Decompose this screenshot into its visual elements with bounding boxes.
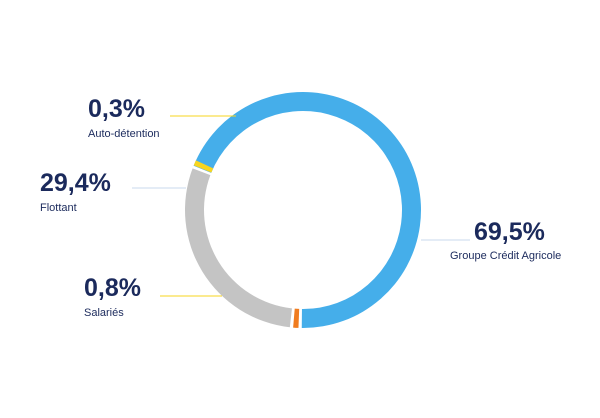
slice-label-flottant: Flottant — [40, 202, 77, 214]
slice-value-flottant: 29,4% — [40, 169, 111, 197]
slice-label-groupe-credit-agricole: Groupe Crédit Agricole — [450, 250, 561, 262]
slice-label-auto-detention: Auto-détention — [88, 128, 160, 140]
donut-slice-flottant — [184, 168, 292, 328]
leader-lines — [132, 115, 470, 297]
slice-value-salaries: 0,8% — [84, 274, 141, 302]
slice-value-groupe-credit-agricole: 69,5% — [474, 218, 545, 246]
slice-value-auto-detention: 0,3% — [88, 95, 145, 123]
donut-slices — [184, 91, 421, 328]
slice-label-salaries: Salariés — [84, 307, 124, 319]
donut-slice-salaries — [293, 308, 300, 328]
donut-slice-auto-detention — [193, 160, 214, 173]
